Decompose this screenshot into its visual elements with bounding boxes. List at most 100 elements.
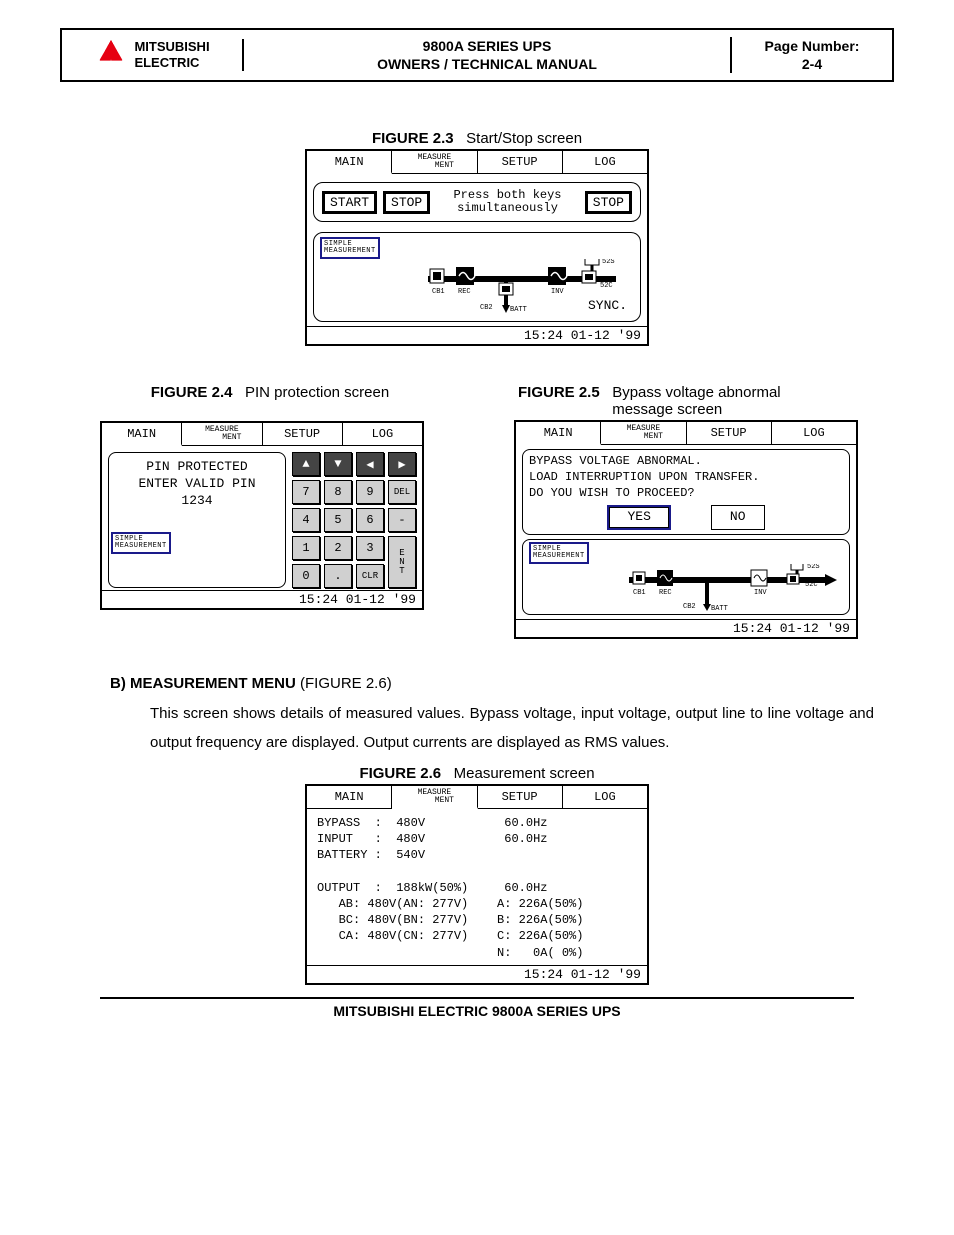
key-up[interactable]: ▲ [292,452,320,476]
tab-setup[interactable]: SETUP [263,423,343,445]
fig23-panel: MAIN MEASUREMENT SETUP LOG START STOP Pr… [305,149,649,346]
key-4[interactable]: 4 [292,508,320,532]
fig25-panel: MAIN MEASUREMENT SETUP LOG BYPASS VOLTAG… [514,420,858,639]
key-3[interactable]: 3 [356,536,384,560]
page-label: Page Number: [765,37,860,55]
key-8[interactable]: 8 [324,480,352,504]
tab-setup[interactable]: SETUP [478,151,563,173]
key-del[interactable]: DEL [388,480,416,504]
fig26-panel: MAIN MEASUREMENT SETUP LOG BYPASS : 480V… [305,784,649,985]
simple-measurement-button[interactable]: SIMPLEMEASUREMENT [529,542,589,564]
bypass-msg-1: BYPASS VOLTAGE ABNORMAL. [529,454,843,470]
power-flow-diagram: CB1 REC CB2 BATT INV 52S 52C SYNC. [320,259,640,319]
fig23-text: Start/Stop screen [466,130,582,147]
tab-measurement[interactable]: MEASUREMENT [182,423,262,445]
page-header: MITSUBISHI ELECTRIC 9800A SERIES UPS OWN… [60,28,894,82]
key-left[interactable]: ◀ [356,452,384,476]
brand-line2: ELECTRIC [134,55,209,71]
fig24-timestamp: 15:24 01-12 '99 [102,590,422,608]
key-0[interactable]: 0 [292,564,320,588]
tab-setup[interactable]: SETUP [687,422,772,444]
svg-text:CB1: CB1 [633,589,646,597]
svg-text:52S: 52S [602,259,615,266]
pin-keypad: ▲ ▼ ◀ ▶ 7 8 9 DEL 4 5 6 - 1 2 3 [292,452,416,588]
section-b-heading: B) MEASUREMENT MENU (FIGURE 2.6) [110,675,894,692]
svg-text:BATT: BATT [711,605,728,612]
start-button[interactable]: START [322,191,377,214]
fig25-caption: FIGURE 2.5 Bypass voltage abnormal FIGUR… [514,384,854,418]
page-number: 2-4 [802,55,822,73]
section-b-body: This screen shows details of measured va… [150,700,874,757]
footer-rule [100,997,854,999]
svg-text:CB1: CB1 [432,288,445,296]
tab-log[interactable]: LOG [563,786,647,808]
tab-measurement[interactable]: MEASUREMENT [601,422,686,444]
key-down[interactable]: ▼ [324,452,352,476]
title-cell: 9800A SERIES UPS OWNERS / TECHNICAL MANU… [244,37,732,73]
tab-log[interactable]: LOG [772,422,856,444]
svg-text:INV: INV [551,288,564,296]
tab-measurement[interactable]: MEASUREMENT [392,151,477,173]
key-clr[interactable]: CLR [356,564,384,588]
brand-cell: MITSUBISHI ELECTRIC [62,39,244,70]
tab-measurement[interactable]: MEASUREMENT [392,786,477,809]
svg-text:52C: 52C [600,282,613,290]
no-button[interactable]: NO [711,505,765,530]
fig24-column: FIGURE 2.4 PIN protection screen MAIN ME… [100,378,440,639]
stop2-button[interactable]: STOP [585,191,632,214]
press-both-msg: Press both keys simultaneously [436,189,579,215]
svg-text:REC: REC [458,288,471,296]
measurement-readout: BYPASS : 480V 60.0Hz INPUT : 480V 60.0Hz… [307,809,647,965]
svg-text:INV: INV [754,589,767,597]
svg-text:BATT: BATT [510,306,527,314]
fig25-column: FIGURE 2.5 Bypass voltage abnormal FIGUR… [514,378,854,639]
svg-text:CB2: CB2 [480,304,493,312]
brand-line1: MITSUBISHI [134,39,209,55]
tab-main[interactable]: MAIN [307,786,392,808]
bypass-msg-3: DO YOU WISH TO PROCEED? [529,486,843,502]
svg-text:52C: 52C [805,581,818,589]
mitsubishi-logo-icon [94,40,128,70]
page: MITSUBISHI ELECTRIC 9800A SERIES UPS OWN… [0,0,954,1235]
key-1[interactable]: 1 [292,536,320,560]
tab-log[interactable]: LOG [343,423,422,445]
fig23-tabs: MAIN MEASUREMENT SETUP LOG [307,151,647,174]
svg-text:52S: 52S [807,564,820,571]
fig26-timestamp: 15:24 01-12 '99 [307,965,647,983]
title-line1: 9800A SERIES UPS [423,37,552,55]
fig24-panel: MAIN MEASUREMENT SETUP LOG PIN PROTECTED… [100,421,424,610]
yes-button[interactable]: YES [607,505,670,530]
title-line2: OWNERS / TECHNICAL MANUAL [377,55,597,73]
key-dot[interactable]: . [324,564,352,588]
stop-button[interactable]: STOP [383,191,430,214]
key-5[interactable]: 5 [324,508,352,532]
tab-main[interactable]: MAIN [102,423,182,446]
fig23-label: FIGURE 2.3 [372,130,454,147]
tab-main[interactable]: MAIN [516,422,601,445]
simple-measurement-button[interactable]: SIMPLEMEASUREMENT [111,532,171,554]
key-minus[interactable]: - [388,508,416,532]
fig25-timestamp: 15:24 01-12 '99 [516,619,856,637]
svg-text:REC: REC [659,589,672,597]
pin-text: PIN PROTECTED ENTER VALID PIN 1234 [111,459,283,510]
fig24-caption: FIGURE 2.4 PIN protection screen [100,384,440,401]
key-right[interactable]: ▶ [388,452,416,476]
bypass-msg-2: LOAD INTERRUPTION UPON TRANSFER. [529,470,843,486]
key-6[interactable]: 6 [356,508,384,532]
fig26-caption: FIGURE 2.6 Measurement screen [60,765,894,782]
power-flow-diagram: CB1 REC CB2 BATT INV 52S 52C [529,564,849,612]
fig23-caption: FIGURE 2.3 Start/Stop screen [60,130,894,147]
key-7[interactable]: 7 [292,480,320,504]
fig23-timestamp: 15:24 01-12 '99 [307,326,647,344]
footer-text: MITSUBISHI ELECTRIC 9800A SERIES UPS [60,1003,894,1019]
svg-text:SYNC.: SYNC. [588,298,627,313]
svg-text:CB2: CB2 [683,603,696,611]
key-ent[interactable]: ENT [388,536,416,588]
simple-measurement-button[interactable]: SIMPLE MEASUREMENT [320,237,380,259]
tab-log[interactable]: LOG [563,151,647,173]
page-number-cell: Page Number: 2-4 [732,37,892,73]
key-9[interactable]: 9 [356,480,384,504]
tab-main[interactable]: MAIN [307,151,392,174]
key-2[interactable]: 2 [324,536,352,560]
tab-setup[interactable]: SETUP [478,786,563,808]
